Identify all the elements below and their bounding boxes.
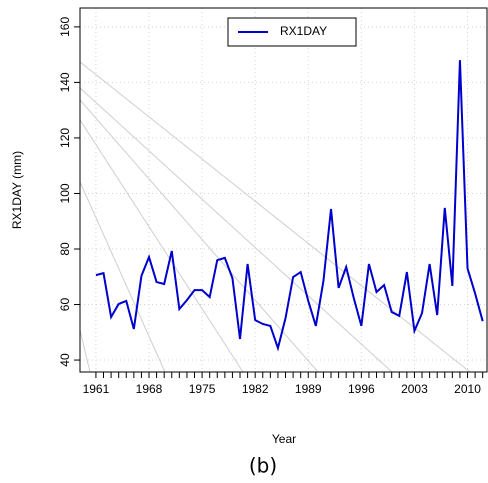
x-tick-label: 1989 — [295, 382, 322, 396]
y-tick-label: 100 — [58, 183, 72, 203]
y-tick-label: 140 — [58, 72, 72, 92]
data-line — [95, 60, 484, 352]
y-tick-label: 40 — [58, 353, 72, 367]
x-tick-label: 2010 — [454, 382, 481, 396]
deco-line — [79, 119, 244, 373]
y-axis-label: RX1DAY (mm) — [10, 151, 24, 229]
x-tick-label: 1996 — [348, 382, 375, 396]
deco-line — [79, 181, 166, 373]
x-tick-label: 1968 — [136, 382, 163, 396]
x-tick-label: 1961 — [83, 382, 110, 396]
y-tick-label: 160 — [58, 17, 72, 37]
y-tick-label: 60 — [58, 298, 72, 312]
plot-frame — [79, 7, 488, 373]
legend-label: RX1DAY — [280, 24, 327, 38]
x-tick-label: 2003 — [401, 382, 428, 396]
deco-line — [79, 99, 319, 373]
deco-line — [79, 329, 91, 373]
caption: (b) — [249, 454, 277, 478]
deco-line — [79, 61, 471, 373]
x-tick-label: 1975 — [189, 382, 216, 396]
x-axis-label: Year — [272, 432, 296, 446]
y-tick-label: 120 — [58, 128, 72, 148]
trend-lines — [79, 61, 471, 373]
deco-line — [79, 87, 393, 373]
y-tick-label: 80 — [58, 242, 72, 256]
x-tick-label: 1982 — [242, 382, 269, 396]
